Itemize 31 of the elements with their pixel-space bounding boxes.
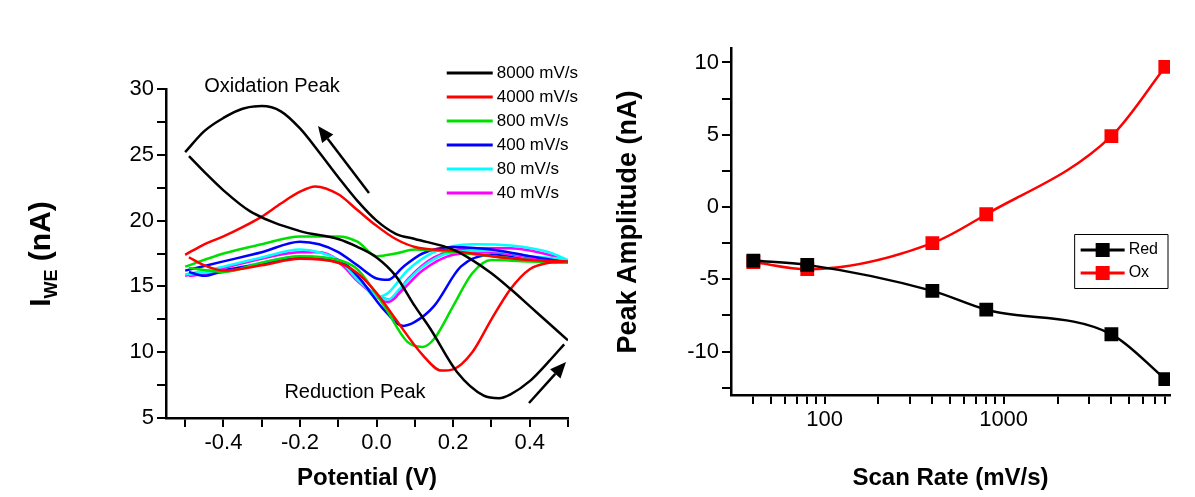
y-tick-label: -5 [699, 265, 719, 291]
legend-label: 800 mV/s [496, 110, 569, 130]
y-axis-title: Peak Amplitude (nA) [611, 89, 643, 354]
y-tick-label: 5 [141, 404, 154, 430]
legend-label: Red [1128, 240, 1159, 258]
x-tick-label: 100 [806, 406, 843, 432]
y-tick-label: -10 [687, 337, 719, 363]
x-tick-label: 0.4 [514, 429, 546, 455]
x-axis-title: Scan Rate (mV/s) [852, 463, 1049, 491]
y-tick-label: 10 [129, 338, 154, 364]
y-tick-label: 10 [694, 48, 719, 74]
y-tick-label: 25 [129, 140, 154, 166]
x-tick-label: -0.4 [204, 429, 243, 455]
legend-label: 80 mV/s [496, 158, 560, 178]
y-tick-label: 0 [706, 193, 719, 219]
legend-label: 40 mV/s [496, 182, 560, 202]
y-tick-label: 30 [129, 75, 154, 101]
annotation: Reduction Peak [284, 379, 427, 402]
annotation: Oxidation Peak [204, 73, 341, 96]
y-tick-label: 5 [706, 120, 719, 146]
legend-label: 8000 mV/s [496, 62, 578, 82]
legend-label: 4000 mV/s [496, 86, 578, 106]
x-tick-label: 0.2 [437, 429, 469, 455]
x-tick-label: -0.2 [281, 429, 319, 455]
y-tick-label: 20 [129, 206, 154, 232]
x-tick-label: 1000 [979, 406, 1029, 432]
y-tick-label: 15 [129, 272, 154, 298]
x-axis-title: Potential (V) [296, 463, 438, 491]
legend-label: 400 mV/s [496, 134, 569, 154]
legend-label: Ox [1128, 263, 1150, 281]
x-tick-label: 0.0 [361, 429, 392, 455]
